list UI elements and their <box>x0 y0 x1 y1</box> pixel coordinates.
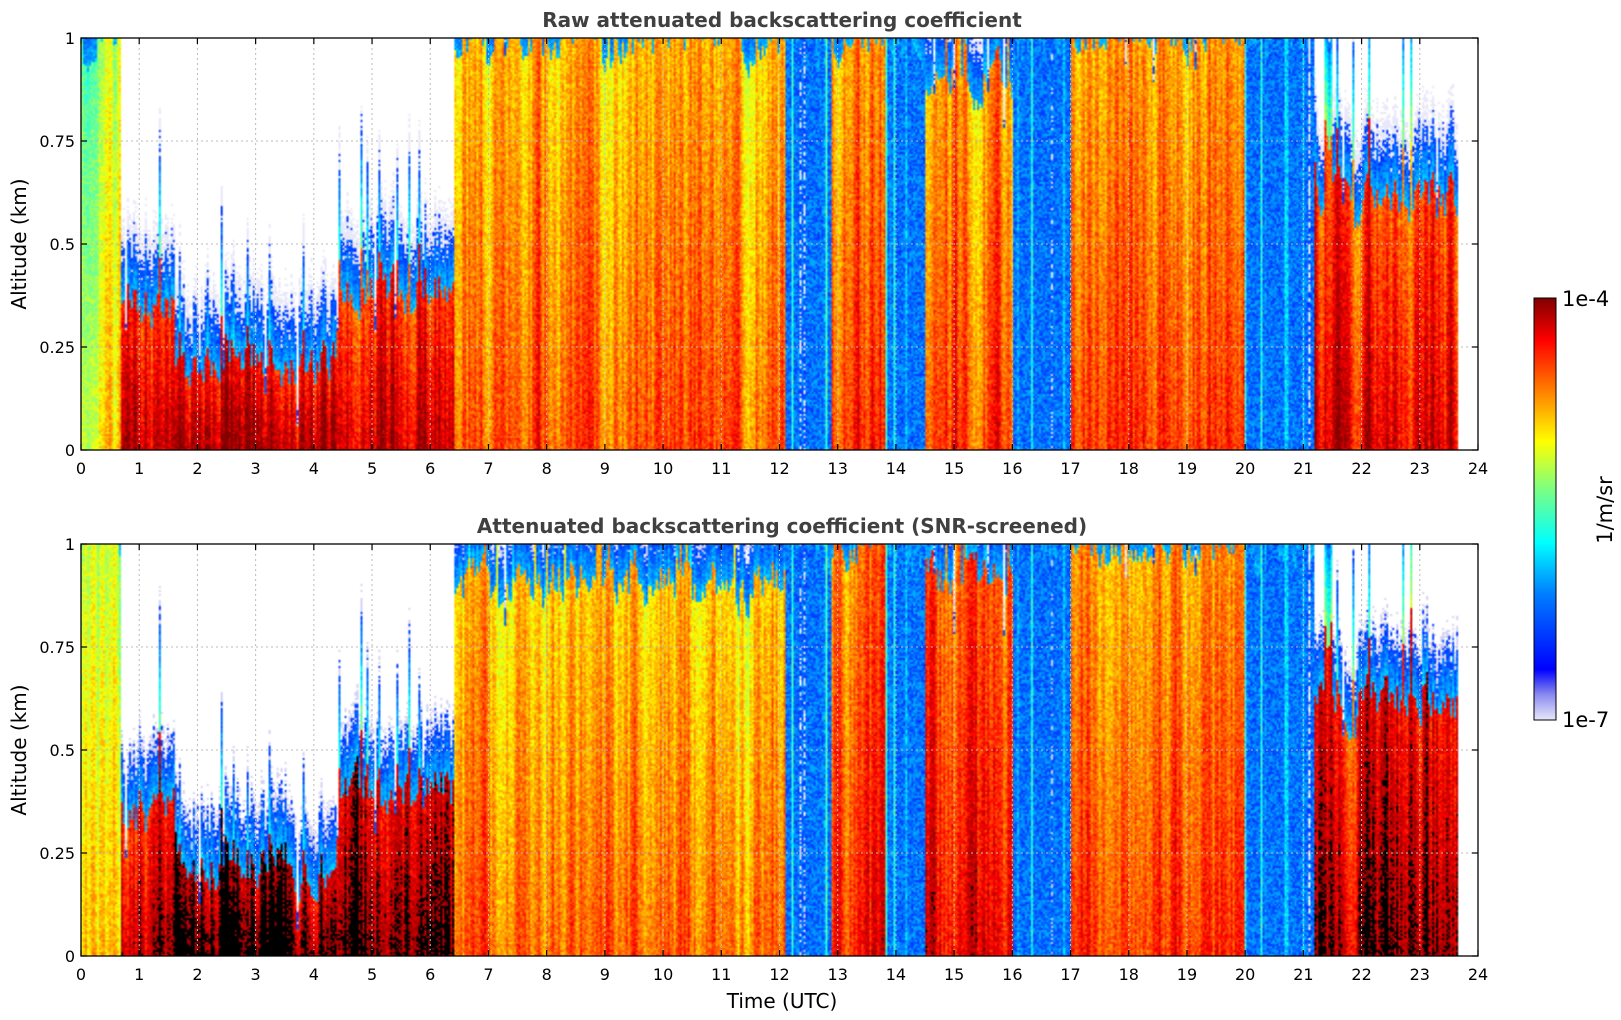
x-tick-label-screened: 9 <box>600 965 610 984</box>
x-tick-label-screened: 3 <box>251 965 261 984</box>
x-tick-label-raw: 1 <box>134 459 144 478</box>
x-tick-label-screened: 11 <box>711 965 731 984</box>
x-tick-label-screened: 6 <box>425 965 435 984</box>
x-tick-label-screened: 15 <box>944 965 964 984</box>
y-tick-label-raw: 1 <box>65 29 75 48</box>
x-tick-label-screened: 1 <box>134 965 144 984</box>
y-tick-label-screened: 0.25 <box>39 844 75 863</box>
x-tick-label-raw: 11 <box>711 459 731 478</box>
x-tick-label-screened: 14 <box>886 965 906 984</box>
x-tick-label-raw: 20 <box>1235 459 1255 478</box>
x-tick-label-screened: 8 <box>542 965 552 984</box>
colorbar-gradient <box>1533 297 1557 721</box>
x-tick-label-screened: 18 <box>1119 965 1139 984</box>
panel-screened: Attenuated backscattering coefficient (S… <box>7 514 1488 1013</box>
x-tick-label-raw: 15 <box>944 459 964 478</box>
x-tick-label-raw: 13 <box>828 459 848 478</box>
colorbar-min-label: 1e-7 <box>1562 708 1609 732</box>
x-tick-label-raw: 16 <box>1002 459 1022 478</box>
x-tick-label-raw: 0 <box>76 459 86 478</box>
x-tick-label-screened: 19 <box>1177 965 1197 984</box>
x-tick-label-raw: 10 <box>653 459 673 478</box>
x-tick-label-screened: 23 <box>1410 965 1430 984</box>
colorbar-max-label: 1e-4 <box>1562 287 1609 311</box>
colorbar: 1e-4 1e-7 1/m/sr <box>1533 287 1617 732</box>
x-tick-label-raw: 6 <box>425 459 435 478</box>
grid-raw <box>81 38 1478 450</box>
x-ticks-screened: 0 1 2 3 4 5 6 7 8 9 10 11 12 13 14 15 16 17 18 19 20 21 22 23 24 <box>76 544 1488 984</box>
x-tick-label-screened: 10 <box>653 965 673 984</box>
x-tick-label-raw: 4 <box>309 459 319 478</box>
y-tick-label-screened: 0.5 <box>50 741 75 760</box>
x-tick-label-raw: 18 <box>1119 459 1139 478</box>
y-tick-label-screened: 0 <box>65 947 75 966</box>
y-tick-label-raw: 0 <box>65 441 75 460</box>
y-tick-label-raw: 0.5 <box>50 235 75 254</box>
y-tick-label-raw: 0.75 <box>39 132 75 151</box>
x-tick-label-raw: 17 <box>1060 459 1080 478</box>
panel-screened-title: Attenuated backscattering coefficient (S… <box>477 514 1087 538</box>
x-tick-label-screened: 12 <box>769 965 789 984</box>
x-tick-label-raw: 7 <box>483 459 493 478</box>
x-tick-label-screened: 24 <box>1468 965 1488 984</box>
grid-screened <box>81 544 1478 956</box>
x-tick-label-raw: 19 <box>1177 459 1197 478</box>
x-tick-label-screened: 7 <box>483 965 493 984</box>
colorbar-unit-label: 1/m/sr <box>1593 476 1617 544</box>
y-axis-label-screened: Altitude (km) <box>7 684 31 815</box>
x-tick-label-raw: 5 <box>367 459 377 478</box>
y-ticks-raw: 0 0.25 0.5 0.75 1 <box>39 29 1478 460</box>
x-tick-label-raw: 2 <box>192 459 202 478</box>
x-tick-label-screened: 16 <box>1002 965 1022 984</box>
y-ticks-screened: 0 0.25 0.5 0.75 1 <box>39 535 1478 966</box>
x-tick-label-raw: 23 <box>1410 459 1430 478</box>
y-tick-label-screened: 1 <box>65 535 75 554</box>
y-tick-label-raw: 0.25 <box>39 338 75 357</box>
x-tick-label-screened: 13 <box>828 965 848 984</box>
x-ticks-raw: 0 1 2 3 4 5 6 7 8 9 10 11 12 13 14 15 16 17 18 19 20 21 22 23 24 <box>76 38 1488 478</box>
x-tick-label-screened: 5 <box>367 965 377 984</box>
x-tick-label-raw: 9 <box>600 459 610 478</box>
x-tick-label-raw: 3 <box>251 459 261 478</box>
x-tick-label-screened: 4 <box>309 965 319 984</box>
panel-raw-title: Raw attenuated backscattering coefficien… <box>542 8 1022 32</box>
x-tick-label-raw: 12 <box>769 459 789 478</box>
x-tick-label-raw: 21 <box>1293 459 1313 478</box>
y-tick-label-screened: 0.75 <box>39 638 75 657</box>
x-tick-label-screened: 20 <box>1235 965 1255 984</box>
x-tick-label-screened: 17 <box>1060 965 1080 984</box>
x-axis-label: Time (UTC) <box>726 989 838 1013</box>
y-axis-label-raw: Altitude (km) <box>7 178 31 309</box>
x-tick-label-raw: 24 <box>1468 459 1488 478</box>
x-tick-label-screened: 22 <box>1351 965 1371 984</box>
x-tick-label-raw: 8 <box>542 459 552 478</box>
panel-raw: Raw attenuated backscattering coefficien… <box>7 8 1488 478</box>
x-tick-label-screened: 21 <box>1293 965 1313 984</box>
x-tick-label-screened: 2 <box>192 965 202 984</box>
x-tick-label-raw: 14 <box>886 459 906 478</box>
x-tick-label-raw: 22 <box>1351 459 1371 478</box>
x-tick-label-screened: 0 <box>76 965 86 984</box>
